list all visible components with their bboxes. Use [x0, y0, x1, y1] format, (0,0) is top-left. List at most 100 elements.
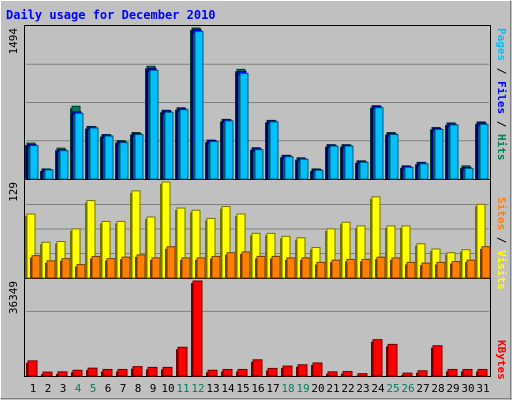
legend-bottom: KBytes: [495, 340, 508, 380]
bar-sites-shadow: [195, 259, 197, 278]
bar-files-shadow: [221, 121, 223, 179]
bar-kbytes: [237, 368, 248, 377]
bar-kbytes-shadow: [56, 373, 58, 376]
bar-sites: [241, 251, 251, 279]
bar-sites: [481, 246, 491, 279]
legend-top: Pages / Files / Hits: [495, 28, 508, 161]
legend-kbytes: KBytes: [495, 340, 508, 380]
legend-separator: /: [495, 230, 508, 250]
bar-visits-shadow: [70, 230, 72, 278]
bar-sites: [376, 256, 386, 279]
bar-pages: [269, 121, 279, 180]
bar-pages: [419, 163, 429, 180]
x-tick-label: 9: [150, 382, 157, 395]
bar-pages: [149, 69, 159, 180]
bar-kbytes-shadow: [416, 372, 418, 376]
bar-sites-shadow: [360, 261, 362, 278]
bar-pages-shadow: [148, 72, 150, 179]
middle-panel-max-label: 129: [7, 182, 20, 202]
bar-kbytes-shadow: [281, 368, 283, 376]
bar-visits-shadow: [85, 202, 87, 278]
bar-kbytes-shadow: [311, 364, 313, 376]
bar-sites: [301, 257, 311, 279]
bar-sites-shadow: [45, 262, 47, 278]
bar-files-shadow: [266, 122, 268, 179]
bar-sites-shadow: [75, 266, 77, 278]
bar-pages: [59, 150, 69, 180]
x-tick-label: 26: [401, 382, 414, 395]
bar-files-shadow: [341, 147, 343, 179]
bar-sites: [226, 252, 236, 279]
bar-sites: [346, 258, 356, 279]
bar-pages-shadow: [313, 172, 315, 179]
bar-pages-shadow: [478, 126, 480, 179]
bar-pages: [134, 134, 144, 180]
bar-sites-shadow: [165, 248, 167, 278]
bar-pages-shadow: [223, 122, 225, 179]
bar-visits-shadow: [265, 235, 267, 278]
bar-sites: [181, 257, 191, 279]
bar-pages-shadow: [178, 111, 180, 179]
bar-kbytes-shadow: [86, 370, 88, 376]
bar-sites: [91, 255, 101, 279]
bar-kbytes: [372, 339, 383, 377]
bar-sites: [361, 258, 371, 279]
bar-pages: [254, 149, 264, 180]
bar-pages-shadow: [358, 164, 360, 179]
bar-files-shadow: [311, 171, 313, 179]
x-tick-label: 23: [356, 382, 369, 395]
bar-kbytes-shadow: [266, 370, 268, 376]
bar-kbytes-shadow: [371, 341, 373, 376]
bar-pages-shadow: [373, 109, 375, 179]
x-tick-label: 6: [105, 382, 112, 395]
bar-pages: [284, 156, 294, 180]
bar-kbytes-shadow: [236, 371, 238, 376]
bar-visits-shadow: [100, 223, 102, 278]
bar-files-shadow: [146, 70, 148, 179]
bar-sites-shadow: [285, 259, 287, 278]
bar-visits-shadow: [460, 251, 462, 278]
legend-pages: Pages: [495, 28, 508, 61]
bar-kbytes: [87, 367, 98, 377]
bar-kbytes-shadow: [41, 374, 43, 376]
bar-visits-shadow: [280, 238, 282, 278]
bar-kbytes-shadow: [461, 371, 463, 376]
bar-files-shadow: [371, 108, 373, 179]
bar-kbytes: [27, 360, 38, 377]
bar-pages: [389, 134, 399, 180]
bar-visits-shadow: [340, 224, 342, 278]
bar-sites: [121, 256, 131, 279]
bar-visits-shadow: [190, 212, 192, 278]
bar-sites: [331, 259, 341, 279]
bar-sites-shadow: [255, 258, 257, 278]
bar-files-shadow: [206, 142, 208, 179]
bar-pages-shadow: [418, 165, 420, 179]
bar-sites-shadow: [180, 259, 182, 278]
bar-pages: [209, 141, 219, 180]
bar-sites-shadow: [270, 258, 272, 278]
bar-pages-shadow: [298, 161, 300, 179]
bar-kbytes-shadow: [251, 361, 253, 376]
bar-visits-shadow: [220, 208, 222, 278]
bar-pages: [434, 128, 444, 180]
bar-kbytes: [417, 370, 428, 377]
bottom-panel-max-label: 36349: [7, 281, 20, 314]
bar-pages-shadow: [253, 151, 255, 179]
bar-visits-shadow: [400, 227, 402, 278]
bar-pages-shadow: [208, 143, 210, 179]
bar-sites-shadow: [135, 256, 137, 278]
bar-sites: [136, 254, 146, 279]
bar-sites-shadow: [450, 263, 452, 278]
bar-files-shadow: [191, 31, 193, 179]
legend-sites: Sites: [495, 197, 508, 230]
bar-sites-shadow: [435, 264, 437, 278]
bar-pages-shadow: [28, 147, 30, 179]
bar-pages: [479, 123, 489, 180]
top-panel-max-label: 1494: [7, 28, 20, 55]
bar-files-shadow: [71, 113, 73, 179]
x-tick-label: 18: [281, 382, 294, 395]
bar-kbytes: [402, 372, 413, 377]
bar-pages: [119, 142, 129, 180]
bar-files-shadow: [56, 151, 58, 179]
x-tick-label: 1: [30, 382, 37, 395]
